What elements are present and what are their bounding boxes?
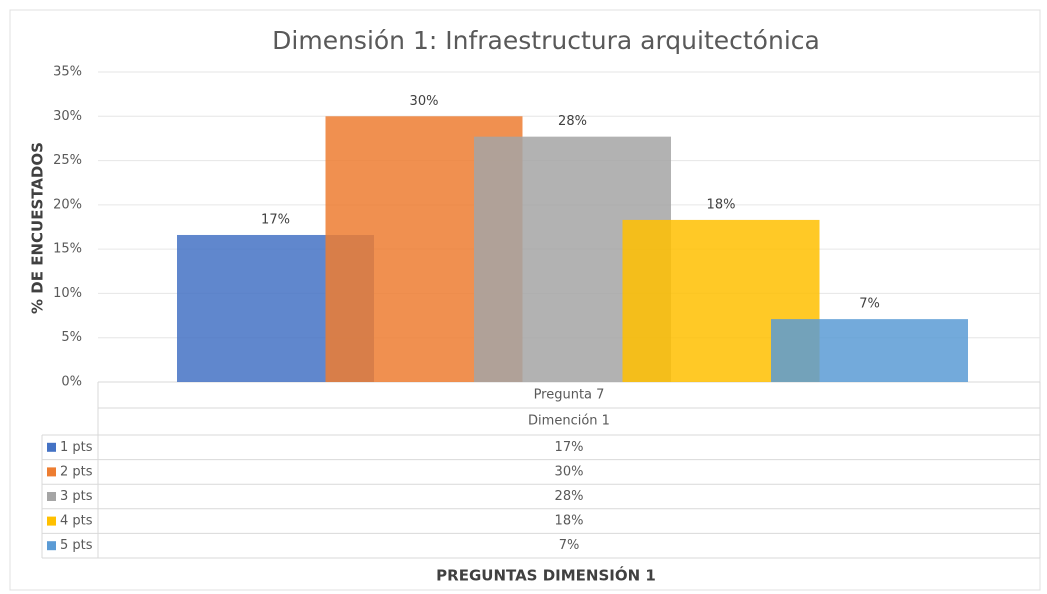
- data-label: 28%: [558, 114, 587, 129]
- legend-label: 1 pts: [60, 440, 93, 455]
- legend-label: 3 pts: [60, 489, 93, 504]
- legend-swatch: [47, 541, 56, 551]
- table-value: 7%: [559, 538, 580, 553]
- y-tick-label: 0%: [61, 375, 82, 390]
- legend-swatch: [47, 492, 56, 501]
- data-label: 30%: [410, 94, 439, 109]
- legend-swatch: [47, 467, 56, 477]
- y-axis-title: % DE ENCUESTADOS: [29, 142, 47, 314]
- y-tick-label: 30%: [53, 109, 82, 124]
- x-axis-title: PREGUNTAS DIMENSIÓN 1: [436, 566, 656, 585]
- legend-label: 5 pts: [60, 538, 93, 553]
- chart-title: Dimensión 1: Infraestructura arquitectón…: [272, 26, 820, 55]
- y-tick-label: 35%: [53, 65, 82, 80]
- data-label: 18%: [707, 197, 736, 212]
- y-tick-label: 5%: [61, 330, 82, 345]
- table-value: 18%: [555, 514, 584, 529]
- table-value: 30%: [555, 464, 584, 479]
- y-tick-label: 10%: [53, 286, 82, 301]
- y-tick-label: 25%: [53, 153, 82, 168]
- data-label: 17%: [261, 212, 290, 227]
- y-tick-label: 20%: [53, 197, 82, 212]
- data-label: 7%: [859, 297, 880, 312]
- bar: [771, 319, 968, 382]
- category-label: Pregunta 7: [534, 388, 605, 403]
- y-tick-label: 15%: [53, 242, 82, 257]
- legend-label: 4 pts: [60, 514, 93, 529]
- legend-swatch: [47, 442, 56, 452]
- legend-swatch: [47, 516, 56, 526]
- legend-label: 2 pts: [60, 464, 93, 479]
- table-value: 17%: [555, 440, 584, 455]
- category-group-label: Dimención 1: [528, 414, 610, 429]
- table-value: 28%: [555, 489, 584, 504]
